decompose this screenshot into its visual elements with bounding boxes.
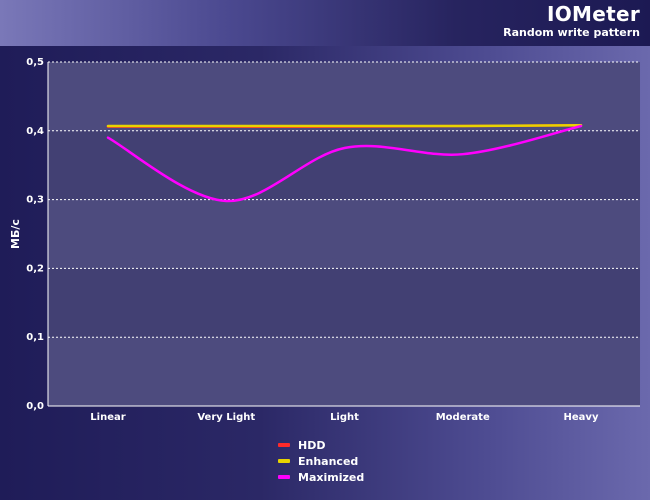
legend-label-maximized: Maximized <box>298 470 365 484</box>
y-tick-label: 0,0 <box>26 401 44 412</box>
y-tick-label: 0,2 <box>26 263 44 274</box>
legend-item-enhanced: Enhanced <box>278 453 364 469</box>
legend-item-hdd: HDD <box>278 437 364 453</box>
legend-swatch-maximized <box>278 475 290 479</box>
legend: HDD Enhanced Maximized <box>278 437 364 485</box>
series-line-maximized <box>106 124 583 203</box>
series-lines <box>106 124 583 203</box>
x-tick-label: Moderate <box>436 412 490 423</box>
y-tick-label: 0,1 <box>26 332 44 343</box>
legend-item-maximized: Maximized <box>278 469 364 485</box>
legend-label-enhanced: Enhanced <box>298 454 359 468</box>
y-tick-label: 0,5 <box>26 57 44 68</box>
legend-swatch-hdd <box>278 443 290 447</box>
x-tick-label: Light <box>330 412 359 423</box>
x-tick-label: Very Light <box>197 412 255 423</box>
chart-subtitle: Random write pattern <box>503 26 640 39</box>
plot-band <box>48 130 640 200</box>
chart-title: IOMeter <box>547 2 640 26</box>
y-tick-label: 0,4 <box>26 126 44 137</box>
x-tick-label: Linear <box>90 412 125 423</box>
series-line-enhanced <box>106 124 583 128</box>
gridlines <box>48 61 640 338</box>
chart-header: IOMeter Random write pattern <box>0 0 650 46</box>
plot-area <box>48 62 640 406</box>
x-axis-ticks: Linear Very Light Light Moderate Heavy <box>90 412 599 423</box>
y-axis-title: МБ/с <box>9 219 22 249</box>
y-axis-ticks: 0,0 0,1 0,2 0,3 0,4 0,5 <box>26 57 44 412</box>
x-tick-label: Heavy <box>564 412 599 423</box>
plot-band <box>48 268 640 338</box>
y-tick-label: 0,3 <box>26 195 44 206</box>
legend-label-hdd: HDD <box>298 438 326 452</box>
legend-swatch-enhanced <box>278 459 290 463</box>
